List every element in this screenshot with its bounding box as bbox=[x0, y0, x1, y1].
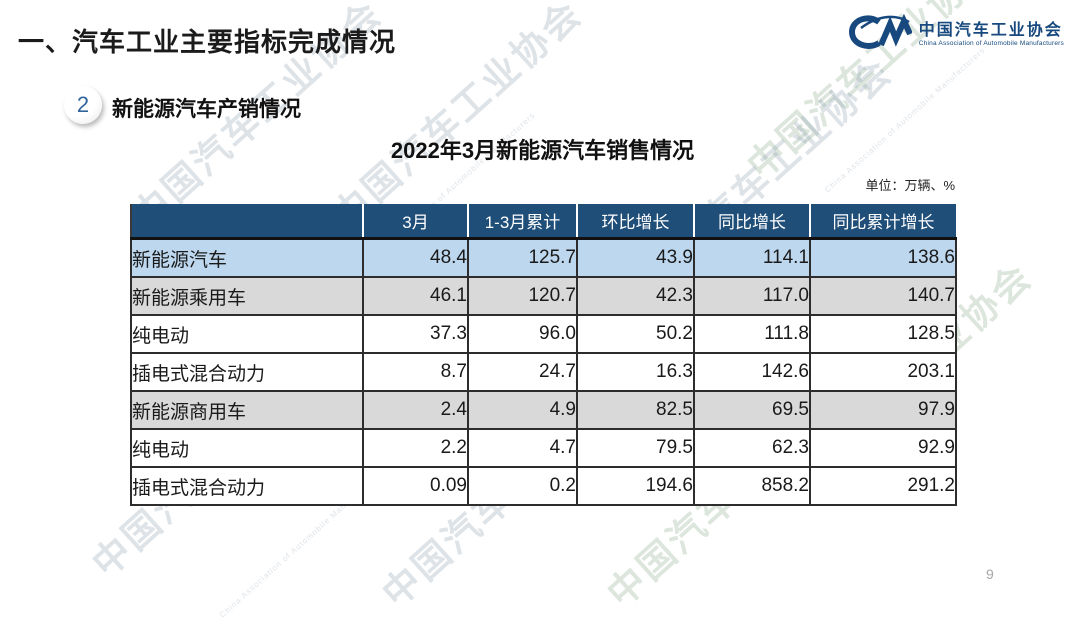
cell-value: 92.9 bbox=[809, 429, 957, 468]
corner-header-cell bbox=[130, 204, 363, 240]
table-row: 插电式混合动力 0.09 0.2 194.6 858.2 291.2 bbox=[130, 467, 957, 506]
table-body: 新能源汽车 48.4 125.7 43.9 114.1 138.6 新能源乘用车 46.1 12… bbox=[130, 238, 957, 506]
section-number-badge: 2 bbox=[64, 86, 102, 124]
column-header: 环比增长 bbox=[576, 204, 694, 240]
cell-value: 0.09 bbox=[362, 467, 469, 506]
cell-value: 4.9 bbox=[467, 391, 578, 430]
cell-value: 37.3 bbox=[362, 315, 469, 354]
row-label: 新能源商用车 bbox=[130, 391, 364, 430]
cell-value: 291.2 bbox=[809, 467, 957, 506]
column-header: 同比增长 bbox=[693, 204, 810, 240]
cell-value: 48.4 bbox=[362, 238, 469, 278]
cell-value: 120.7 bbox=[467, 277, 578, 316]
cell-value: 858.2 bbox=[693, 467, 811, 506]
table-row: 新能源汽车 48.4 125.7 43.9 114.1 138.6 bbox=[130, 238, 957, 278]
cell-value: 62.3 bbox=[693, 429, 811, 468]
table-row: 新能源乘用车 46.1 120.7 42.3 117.0 140.7 bbox=[130, 277, 957, 316]
table-row: 新能源商用车 2.4 4.9 82.5 69.5 97.9 bbox=[130, 391, 957, 430]
cell-value: 114.1 bbox=[693, 238, 811, 278]
cell-value: 128.5 bbox=[809, 315, 957, 354]
cell-value: 16.3 bbox=[576, 353, 695, 392]
caam-logo: 中国汽车工业协会 China Association of Automobile… bbox=[846, 13, 1064, 56]
cell-value: 24.7 bbox=[467, 353, 578, 392]
logo-name-cn: 中国汽车工业协会 bbox=[918, 21, 1063, 39]
cell-value: 42.3 bbox=[576, 277, 695, 316]
table-row: 纯电动 37.3 96.0 50.2 111.8 128.5 bbox=[130, 315, 957, 354]
watermark-subtext: China Association of Automobile Manufact… bbox=[822, 45, 988, 195]
page-number: 9 bbox=[986, 566, 994, 582]
nev-sales-table: 3月 1-3月累计 环比增长 同比增长 同比累计增长 新能源汽车 48.4 125.7 43.… bbox=[130, 204, 957, 506]
row-label: 新能源汽车 bbox=[130, 238, 364, 278]
cell-value: 140.7 bbox=[809, 277, 957, 316]
cell-value: 111.8 bbox=[693, 315, 811, 354]
cell-value: 4.7 bbox=[467, 429, 578, 468]
section-title: 新能源汽车产销情况 bbox=[112, 98, 301, 121]
cell-value: 138.6 bbox=[809, 238, 957, 278]
row-label: 纯电动 bbox=[130, 315, 364, 354]
cell-value: 203.1 bbox=[809, 353, 957, 392]
column-header: 3月 bbox=[362, 204, 468, 240]
cell-value: 50.2 bbox=[576, 315, 695, 354]
cell-value: 142.6 bbox=[693, 353, 811, 392]
cell-value: 2.4 bbox=[362, 391, 469, 430]
column-header: 1-3月累计 bbox=[467, 204, 577, 240]
cell-value: 125.7 bbox=[467, 238, 578, 278]
table-row: 插电式混合动力 8.7 24.7 16.3 142.6 203.1 bbox=[130, 353, 957, 392]
cell-value: 43.9 bbox=[576, 238, 695, 278]
row-label: 新能源乘用车 bbox=[130, 277, 364, 316]
cell-value: 69.5 bbox=[693, 391, 811, 430]
cell-value: 8.7 bbox=[362, 353, 469, 392]
table-title: 2022年3月新能源汽车销售情况 bbox=[390, 138, 695, 163]
table-row: 纯电动 2.2 4.7 79.5 62.3 92.9 bbox=[130, 429, 957, 468]
row-label: 插电式混合动力 bbox=[130, 353, 364, 392]
unit-label: 单位：万辆、% bbox=[865, 178, 955, 193]
cell-value: 194.6 bbox=[576, 467, 695, 506]
cell-value: 0.2 bbox=[467, 467, 578, 506]
logo-name-en: China Association of Automobile Manufact… bbox=[918, 39, 1064, 47]
table-header-row: 3月 1-3月累计 环比增长 同比增长 同比累计增长 bbox=[130, 204, 956, 240]
caam-logo-icon bbox=[846, 13, 913, 56]
cell-value: 79.5 bbox=[576, 429, 695, 468]
cell-value: 2.2 bbox=[362, 429, 469, 468]
cell-value: 46.1 bbox=[362, 277, 469, 316]
cell-value: 82.5 bbox=[576, 391, 695, 430]
page-title: 一、汽车工业主要指标完成情况 bbox=[18, 27, 397, 57]
cell-value: 96.0 bbox=[467, 315, 578, 354]
cell-value: 117.0 bbox=[693, 277, 811, 316]
column-header: 同比累计增长 bbox=[809, 204, 956, 240]
row-label: 纯电动 bbox=[130, 429, 364, 468]
cell-value: 97.9 bbox=[809, 391, 957, 430]
row-label: 插电式混合动力 bbox=[130, 467, 364, 506]
